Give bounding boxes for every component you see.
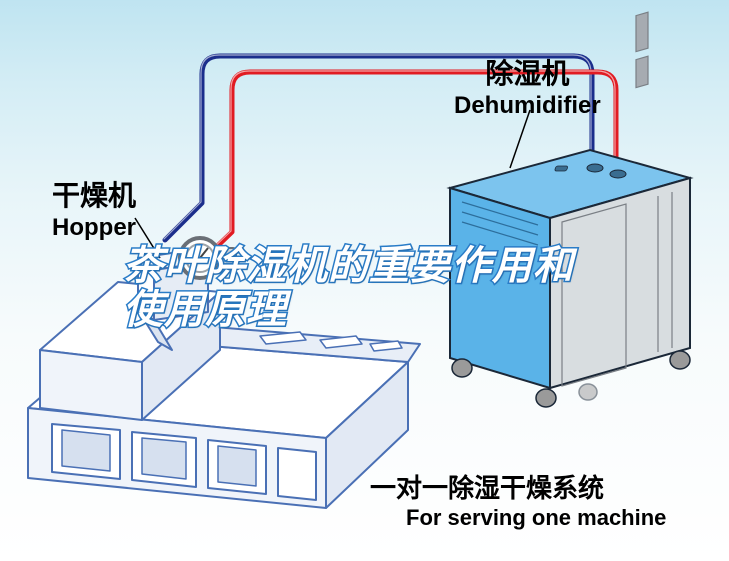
overlay-line2: 使用原理: [123, 288, 287, 332]
system-title: 一对一除湿干燥系统 For serving one machine: [370, 468, 666, 531]
dehumidifier-label-en: Dehumidifier: [454, 92, 601, 120]
system-title-cn: 一对一除湿干燥系统: [370, 468, 666, 505]
overlay-title: 茶叶除湿机的重要作用和 使用原理: [123, 244, 574, 332]
hopper-label: 干燥机 Hopper: [52, 174, 136, 242]
overlay-line1: 茶叶除湿机的重要作用和: [123, 244, 574, 288]
hopper-label-en: Hopper: [52, 214, 136, 242]
dehumidifier-label-cn: 除湿机: [454, 52, 601, 92]
system-title-en: For serving one machine: [406, 505, 666, 531]
dehumidifier-label: 除湿机 Dehumidifier: [454, 52, 601, 120]
hopper-label-cn: 干燥机: [52, 174, 136, 214]
